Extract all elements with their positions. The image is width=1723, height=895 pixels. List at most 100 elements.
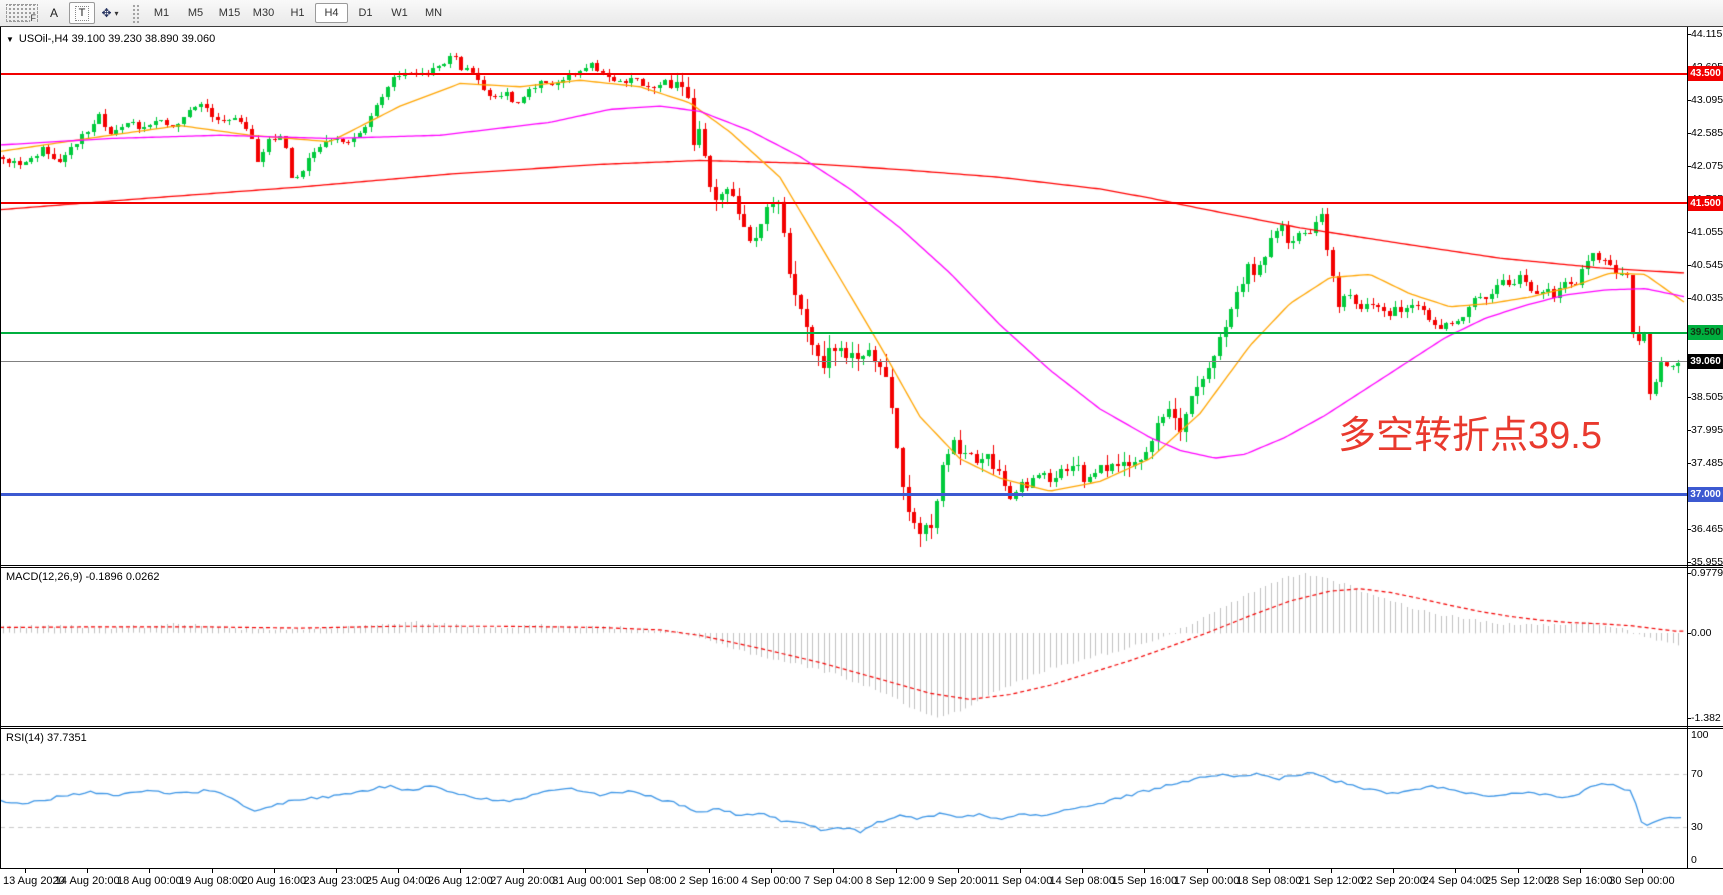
- macd-axis-label: 0.00: [1691, 627, 1712, 639]
- level-line-37.000[interactable]: [0, 492, 1687, 496]
- price-axis-label: 38.505: [1691, 391, 1723, 403]
- level-line-39.060[interactable]: [0, 360, 1687, 362]
- time-axis-label: 21 Sep 12:00: [1298, 875, 1364, 887]
- level-line-43.500[interactable]: [0, 72, 1687, 75]
- text-icon: A: [49, 6, 58, 20]
- price-axis[interactable]: [1688, 28, 1723, 868]
- price-axis-label: 40.035: [1691, 292, 1723, 304]
- tool-button-arrows[interactable]: ✥ ▾: [97, 2, 123, 24]
- tool-button-text-label[interactable]: T: [69, 2, 95, 24]
- dropdown-caret-icon: ▾: [114, 8, 119, 18]
- price-axis-tickmark: [1687, 100, 1691, 101]
- time-axis[interactable]: 13 Aug 2020 14 Aug 20:00 18 Aug 00:00 19 Au…: [0, 869, 1723, 895]
- time-axis-label: 30 Sep 00:00: [1609, 875, 1675, 887]
- time-axis-label: 26 Aug 12:00: [427, 875, 493, 887]
- time-axis-label: 9 Sep 20:00: [928, 875, 988, 887]
- price-axis-tickmark: [1687, 463, 1691, 464]
- price-axis-tickmark: [1687, 298, 1691, 299]
- time-axis-tickmark: [585, 869, 586, 873]
- price-tag-39.060: 39.060: [1688, 353, 1723, 369]
- timeframe-button-h4[interactable]: H4: [315, 3, 348, 23]
- rsi-axis-label: 70: [1691, 768, 1703, 781]
- time-axis-tickmark: [1082, 869, 1083, 873]
- time-axis-tickmark: [709, 869, 710, 873]
- time-axis-label: 22 Sep 20:00: [1360, 875, 1426, 887]
- grid-f-letter: F: [29, 13, 37, 23]
- tool-button-grid-f[interactable]: F: [5, 2, 39, 24]
- time-axis-label: 11 Sep 04:00: [987, 875, 1053, 887]
- time-axis-label: 17 Sep 00:00: [1173, 875, 1240, 887]
- price-axis-label: 35.955: [1691, 556, 1723, 568]
- price-axis-tickmark: [1687, 166, 1691, 167]
- level-line-39.500[interactable]: [0, 331, 1687, 334]
- time-axis-label: 18 Aug 00:00: [116, 875, 182, 887]
- time-axis-label: 13 Aug 2020: [3, 875, 65, 887]
- price-axis-tickmark: [1687, 232, 1691, 233]
- macd-rsi-separator[interactable]: [0, 726, 1723, 727]
- price-axis-label: 40.545: [1691, 259, 1723, 271]
- toolbar-grip[interactable]: [131, 3, 139, 23]
- price-tag-37.000: 37.000: [1688, 486, 1723, 502]
- symbol-ohlc-header[interactable]: ▼ USOil-,H4 39.100 39.230 38.890 39.060: [6, 33, 215, 45]
- timeframe-button-m1[interactable]: M1: [153, 7, 170, 19]
- macd-indicator-label: MACD(12,26,9) -0.1896 0.0262: [6, 571, 160, 583]
- time-axis-label: 23 Aug 23:00: [303, 875, 369, 887]
- time-axis-tickmark: [274, 869, 275, 873]
- timeframe-button-d1[interactable]: D1: [358, 7, 373, 19]
- price-axis-label: 44.115: [1691, 28, 1723, 40]
- time-axis-label: 24 Sep 04:00: [1422, 875, 1489, 887]
- price-axis-label: 37.995: [1691, 424, 1723, 436]
- price-axis-label: 36.465: [1691, 523, 1723, 535]
- time-axis-tickmark: [398, 869, 399, 873]
- tool-button-text[interactable]: A: [41, 2, 67, 24]
- time-axis-tickmark: [87, 869, 88, 873]
- price-tag-41.500: 41.500: [1688, 195, 1723, 211]
- rsi-indicator-label: RSI(14) 37.7351: [6, 732, 87, 744]
- time-axis-tickmark: [212, 869, 213, 873]
- time-axis-tickmark: [958, 869, 959, 873]
- time-axis-tickmark: [1455, 869, 1456, 873]
- price-axis-label: 42.585: [1691, 127, 1723, 139]
- chart-text-annotation[interactable]: 多空转折点39.5: [1338, 415, 1602, 457]
- timeframe-button-m15[interactable]: M15: [218, 7, 241, 19]
- rsi-pane-top-border: [0, 728, 1723, 729]
- toolbar: F A T ✥ ▾ M1 M5 M15 M30 H1 H4 D1 W1 MN: [0, 0, 1723, 27]
- time-axis-label: 25 Aug 04:00: [365, 875, 431, 887]
- time-axis-tickmark: [1393, 869, 1394, 873]
- macd-axis-tickmark: [1687, 633, 1691, 634]
- time-axis-tickmark: [1331, 869, 1332, 873]
- time-axis-label: 27 Aug 20:00: [490, 875, 555, 887]
- price-axis-tickmark: [1687, 265, 1691, 266]
- price-axis-tickmark: [1687, 529, 1691, 530]
- timeframe-button-w1[interactable]: W1: [391, 7, 408, 19]
- time-axis-tickmark: [1144, 869, 1145, 873]
- time-axis-tickmark: [149, 869, 150, 873]
- main-macd-separator[interactable]: [0, 565, 1723, 566]
- time-axis-label: 31 Aug 00:00: [552, 875, 618, 887]
- time-axis-tickmark: [833, 869, 834, 873]
- timeframe-button-m30[interactable]: M30: [252, 7, 275, 19]
- price-axis-border: [1687, 27, 1688, 869]
- price-axis-tickmark: [1687, 133, 1691, 134]
- macd-axis-label: 0.9779: [1691, 566, 1723, 579]
- macd-pane-top-border: [0, 567, 1723, 568]
- time-axis-tickmark: [1207, 869, 1208, 873]
- time-axis-label: 1 Sep 08:00: [617, 875, 677, 887]
- price-axis-label: 41.055: [1691, 226, 1723, 238]
- timeframe-button-h1[interactable]: H1: [290, 7, 305, 19]
- macd-axis-tickmark: [1687, 573, 1691, 574]
- price-axis-tickmark: [1687, 34, 1691, 35]
- chart-left-border: [0, 27, 1, 895]
- time-axis-tickmark: [771, 869, 772, 873]
- time-axis-tickmark: [1642, 869, 1643, 873]
- time-axis-tickmark: [1269, 869, 1270, 873]
- ohlc-text: USOil-,H4 39.100 39.230 38.890 39.060: [18, 33, 216, 45]
- level-line-41.500[interactable]: [0, 202, 1687, 205]
- price-tag-39.500: 39.500: [1688, 325, 1723, 341]
- symbol-dropdown-icon[interactable]: ▼: [6, 34, 14, 44]
- time-axis-label: 19 Aug 08:00: [179, 875, 244, 887]
- time-axis-tickmark: [460, 869, 461, 873]
- timeframe-button-m5[interactable]: M5: [187, 7, 204, 19]
- timeframe-button-mn[interactable]: MN: [424, 7, 443, 19]
